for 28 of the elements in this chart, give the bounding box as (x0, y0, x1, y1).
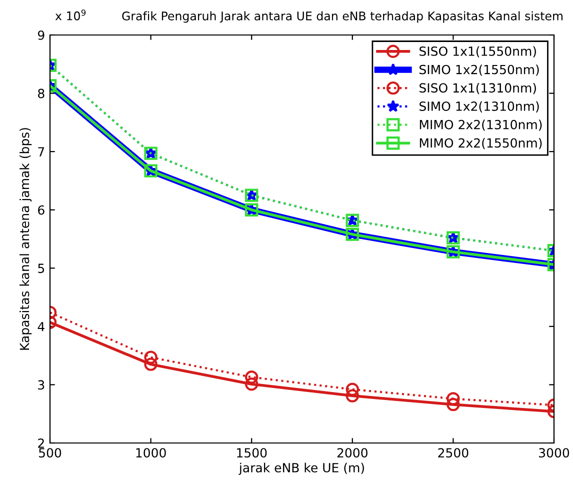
x-tick-label: 1500 (237, 448, 267, 458)
legend-label: SIMO 1x2(1310nm) (420, 101, 539, 112)
y-tick-label: 9 (38, 30, 44, 40)
legend-label: SISO 1x1(1310nm) (420, 82, 536, 94)
y-tick-label: 7 (38, 147, 44, 156)
y-tick-label: 3 (38, 380, 44, 390)
x-tick-label: 2000 (337, 448, 368, 458)
text: x 10$^{9}$ (55, 10, 86, 20)
legend-label: SIMO 1x2(1550nm) (420, 64, 539, 76)
x-tick-label: 3000 (539, 448, 570, 458)
y-tick-label: 4 (38, 322, 44, 332)
x-tick-label: 1000 (136, 448, 166, 458)
legend-label: MIMO 2x2(1550nm) (420, 138, 542, 150)
point (346, 382, 359, 396)
y-tick-label: 6 (38, 205, 44, 215)
y-tick-label: 5 (38, 264, 44, 274)
point (245, 370, 258, 384)
x-tick-label: 2500 (438, 448, 468, 458)
legend-label: MIMO 2x2(1310nm) (420, 120, 542, 131)
y-tick-label: 8 (38, 88, 44, 98)
point (346, 389, 359, 402)
legend-label: SISO 1x1(1550nm) (420, 46, 536, 58)
y-axis-title: Kapasitas kanal antena jamak (bps) (20, 128, 32, 350)
chart-title: Grafik Pengaruh Jarak antara UE dan eNB terhadap Kapasitas Kanal sistem (122, 11, 562, 23)
x-axis-title: jarak eNB ke UE (m) (238, 462, 364, 475)
y-tick-label: 2 (38, 438, 44, 448)
x-tick-label: 500 (39, 448, 62, 458)
point (245, 378, 258, 391)
